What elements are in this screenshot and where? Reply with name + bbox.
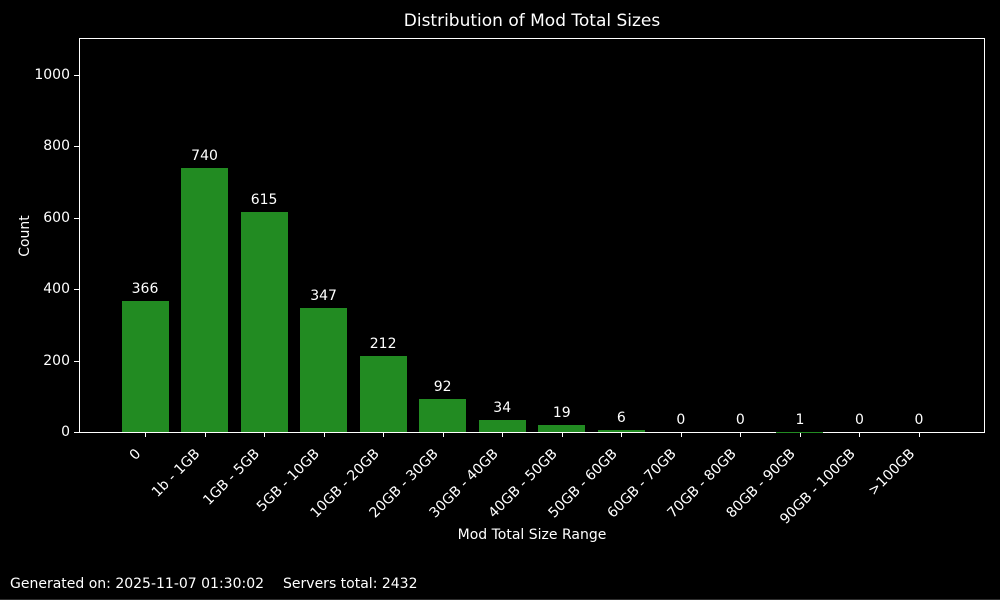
y-tick-label: 200 bbox=[43, 352, 70, 369]
x-tick-mark bbox=[502, 433, 504, 437]
x-tick-mark bbox=[442, 433, 444, 437]
x-tick-mark bbox=[145, 433, 146, 437]
bar-value-label: 615 bbox=[250, 192, 278, 209]
bar bbox=[359, 356, 407, 432]
y-tick-label: 1000 bbox=[34, 66, 70, 83]
x-tick-mark bbox=[264, 433, 266, 437]
y-tick-mark bbox=[74, 432, 79, 433]
x-tick-label: 1GB - 5GB bbox=[200, 446, 264, 509]
y-tick-mark bbox=[74, 74, 79, 76]
bar-value-label: 0 bbox=[914, 412, 924, 428]
bar-value-label: 212 bbox=[369, 336, 397, 353]
x-tick-mark bbox=[383, 433, 385, 437]
y-tick-mark bbox=[74, 146, 79, 148]
plot-area: 366 740 615 347 212 92 34 19 6 0 0 1 0 0 bbox=[79, 38, 985, 433]
x-axis-label: Mod Total Size Range bbox=[457, 527, 607, 543]
bar-value-label: 0 bbox=[854, 412, 864, 428]
x-tick-mark bbox=[680, 433, 682, 437]
bar-value-label: 740 bbox=[191, 147, 218, 164]
bar bbox=[240, 212, 288, 432]
y-tick-mark bbox=[74, 289, 79, 291]
x-tick-mark bbox=[859, 433, 861, 437]
y-tick-mark bbox=[74, 360, 79, 362]
y-tick-label: 0 bbox=[61, 424, 70, 440]
x-tick-mark bbox=[799, 433, 801, 437]
bar-value-label: 347 bbox=[310, 288, 337, 305]
chart-title: Distribution of Mod Total Sizes bbox=[403, 11, 661, 31]
y-tick-label: 800 bbox=[43, 138, 70, 155]
y-tick-label: 600 bbox=[43, 209, 70, 226]
bar-value-label: 1 bbox=[795, 411, 805, 428]
bar bbox=[419, 399, 467, 432]
bar-value-label: 6 bbox=[616, 409, 626, 426]
bar bbox=[181, 167, 229, 432]
bar bbox=[597, 429, 645, 432]
bar-value-label: 19 bbox=[552, 405, 571, 422]
y-tick-label: 400 bbox=[43, 281, 70, 298]
bar-value-label: 0 bbox=[676, 412, 686, 428]
bar bbox=[121, 301, 169, 432]
x-tick-mark bbox=[561, 433, 563, 437]
bar-value-label: 92 bbox=[433, 379, 452, 396]
x-tick-mark bbox=[204, 433, 206, 437]
x-tick-mark bbox=[621, 433, 623, 437]
x-tick-mark bbox=[740, 433, 742, 437]
footer-status-bar: Generated on: 2025-11-07 01:30:02 Server… bbox=[10, 576, 418, 592]
x-tick-label: 0 bbox=[126, 446, 145, 464]
x-tick-label: >100GB bbox=[865, 446, 919, 499]
footer-servers-total-text: Servers total: 2432 bbox=[283, 576, 418, 592]
x-tick-label: 1b - 1GB bbox=[149, 446, 204, 501]
bar bbox=[300, 308, 348, 432]
bar bbox=[478, 419, 526, 432]
x-tick-mark bbox=[323, 433, 325, 437]
bar-value-label: 366 bbox=[131, 281, 159, 298]
footer-generated-text: Generated on: 2025-11-07 01:30:02 bbox=[10, 576, 265, 592]
y-tick-mark bbox=[74, 217, 79, 219]
bar bbox=[538, 425, 586, 432]
x-tick-mark bbox=[919, 433, 920, 437]
bar-value-label: 34 bbox=[493, 399, 512, 416]
bar-value-label: 0 bbox=[735, 412, 745, 428]
